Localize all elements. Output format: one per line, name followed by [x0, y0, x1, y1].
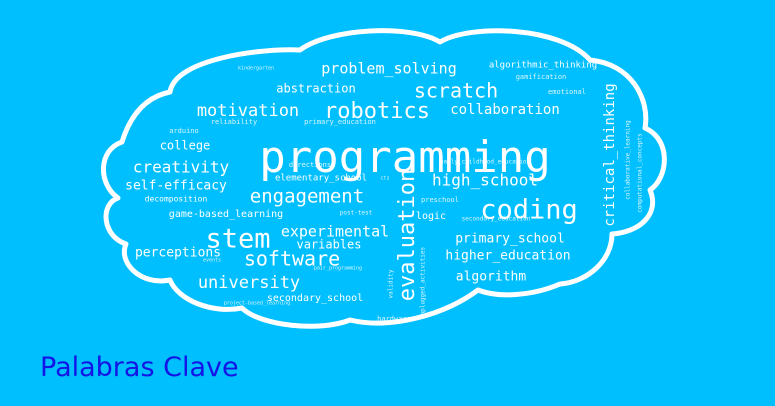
word-motivation: motivation — [197, 101, 299, 121]
word-unplugged-activities: unplugged_activities — [420, 246, 427, 319]
word-kindergarten: kindergarten — [238, 66, 274, 72]
word-elementary-school: elementary_school — [275, 174, 367, 184]
word-higher-education: higher_education — [445, 249, 570, 264]
word-high-school: high_school — [432, 171, 538, 190]
word-preschool: preschool — [421, 196, 459, 204]
word-hardware: hardware — [377, 315, 411, 323]
word-gamification: gamification — [516, 73, 567, 81]
word-collaboration: collaboration — [450, 102, 560, 118]
word-post-test: post-test — [340, 210, 373, 217]
cloud-shape — [101, 28, 667, 329]
word-secondary-education: secondary_education — [462, 216, 531, 223]
word-coding: coding — [480, 195, 578, 226]
word-experimental: experimental — [281, 223, 389, 241]
word-collaborative-learning: collaborative_learning — [625, 120, 632, 200]
word-logic: logic — [416, 211, 446, 222]
word-stem: stem — [205, 224, 270, 255]
word-creativity: creativity — [133, 158, 230, 177]
word-university: university — [198, 273, 300, 293]
word-scratch: scratch — [414, 79, 498, 103]
word-college: college — [160, 139, 211, 153]
word-programming: programming — [259, 132, 550, 183]
word-computational-concepts: computational_concepts — [637, 133, 644, 213]
word-algorithmic-thinking: algorithmic_thinking — [489, 61, 597, 71]
word-secondary-school: secondary_school — [267, 293, 363, 304]
word-algorithm: algorithm — [456, 270, 527, 285]
page-caption: Palabras Clave — [40, 352, 239, 383]
word-evaluation: evaluation — [395, 169, 420, 301]
word-group: programmingstemcodingevaluationroboticss… — [125, 60, 643, 324]
word-early-childhood-education: early_childhood_education — [440, 159, 531, 166]
word-reliability: reliability — [211, 118, 257, 126]
word-project-based-learning: project-based_learning — [224, 301, 290, 307]
word-arduino: arduino — [169, 127, 199, 135]
word-validity: validity — [388, 269, 395, 298]
word-variables: variables — [296, 238, 361, 252]
word-primary-education: primary_education — [304, 118, 376, 126]
word-pair-programming: pair_programming — [314, 266, 362, 272]
word-self-efficacy: self-efficacy — [125, 179, 227, 194]
word-perceptions: perceptions — [135, 246, 221, 261]
word-abstraction: abstraction — [276, 82, 355, 96]
word-cts: cts — [380, 176, 389, 182]
word-critical-thinking: critical_thinking — [602, 83, 618, 226]
word-directions: directions — [289, 161, 331, 169]
word-game-based-learning: game-based_learning — [169, 209, 283, 220]
word-engagement: engagement — [250, 186, 364, 208]
word-emotional: emotional — [548, 88, 586, 96]
word-primary-school: primary_school — [455, 232, 565, 247]
word-events: events — [203, 258, 221, 264]
word-software: software — [244, 247, 340, 271]
word-problem-solving: problem_solving — [321, 60, 456, 78]
word-decomposition: decomposition — [145, 195, 208, 204]
word-robotics: robotics — [324, 99, 430, 124]
